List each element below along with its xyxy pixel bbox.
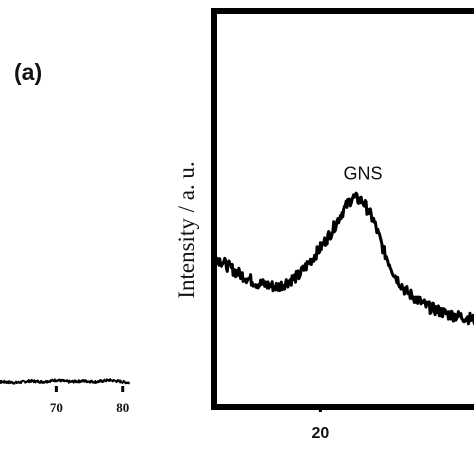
x-tick-label: 20 [312, 425, 330, 442]
x-tick-label: 80 [116, 400, 129, 415]
left-panel-chart: 70 80 [0, 378, 131, 415]
panel-label: (a) [14, 59, 42, 85]
right-plot-frame [211, 8, 474, 410]
series-line-0 [212, 191, 474, 326]
peak-annotation: GNS [343, 163, 382, 183]
right-panel-chart: 20 GNS [212, 163, 474, 442]
y-axis-label: Intensity / a. u. [174, 161, 199, 298]
series-line-0 [0, 378, 131, 385]
x-tick-label: 70 [50, 400, 63, 415]
